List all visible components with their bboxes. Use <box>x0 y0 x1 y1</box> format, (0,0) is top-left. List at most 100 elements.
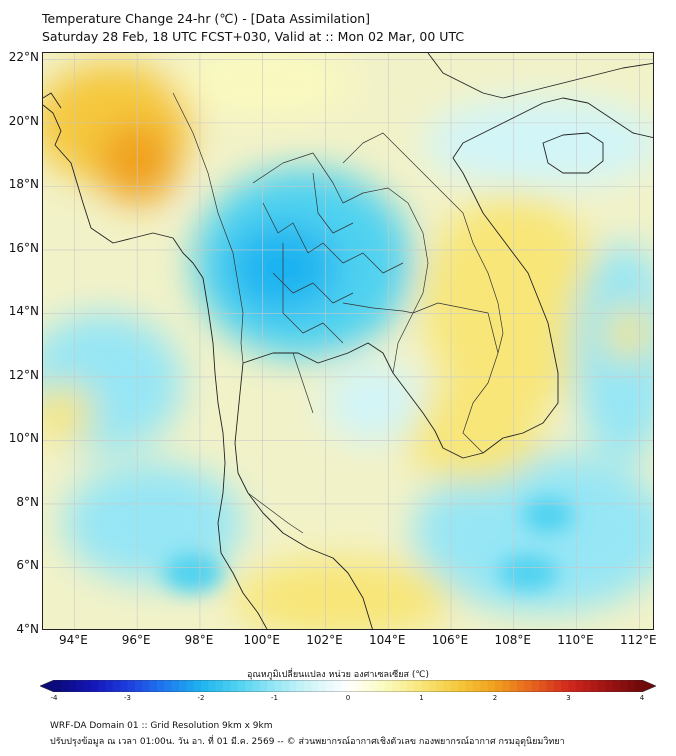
latitude-label: 20°N <box>8 113 39 128</box>
colorbar-segment <box>502 680 511 692</box>
map-title: Temperature Change 24-hr (℃) - [Data Ass… <box>42 11 371 26</box>
colorbar-segment <box>428 680 437 692</box>
colorbar-segment <box>318 680 327 692</box>
colorbar-segment <box>612 680 621 692</box>
colorbar-segment <box>201 680 209 692</box>
colorbar-segment <box>274 680 283 692</box>
colorbar-segment <box>458 680 467 692</box>
colorbar-segment <box>267 680 275 692</box>
colorbar-segment <box>83 680 92 692</box>
colorbar-segment <box>178 680 187 692</box>
colorbar-tick-label: 0 <box>345 694 351 702</box>
longitude-label: 94°E <box>58 633 88 647</box>
warm-region-laos-vietnam <box>423 193 603 413</box>
colorbar-segment <box>568 680 577 692</box>
footer-update-info: ปรับปรุงข้อมูล ณ เวลา 01:00น. วัน อา. ที… <box>50 737 565 747</box>
latitude-label: 12°N <box>8 367 39 382</box>
colorbar-segment <box>237 680 246 692</box>
colorbar-segment <box>223 680 231 692</box>
colorbar-segment <box>164 680 173 692</box>
colorbar-segment <box>392 680 400 692</box>
colorbar-segment <box>303 680 312 692</box>
cool-spot-sea-south <box>498 555 558 591</box>
colorbar-segment <box>465 680 474 692</box>
colorbar-segment <box>487 680 496 692</box>
colorbar-segment <box>539 680 547 692</box>
border-laos-vietnam <box>342 132 504 354</box>
colorbar-segment <box>384 680 393 692</box>
colorbar-segment <box>406 680 415 692</box>
colorbar-min-extend <box>40 680 54 692</box>
colorbar-segment <box>597 680 606 692</box>
colorbar-tick-label: -1 <box>271 694 278 702</box>
border-thai-cambodia <box>342 302 414 374</box>
colorbar-segment <box>370 680 378 692</box>
warm-core-myanmar <box>98 123 178 203</box>
latitude-label: 10°N <box>8 431 39 446</box>
border-provinces-thailand <box>262 172 404 414</box>
warm-region-malaysia <box>233 558 453 629</box>
colorbar-tick-label: 4 <box>639 694 645 702</box>
border-myanmar-thailand <box>172 92 244 364</box>
longitude-label: 98°E <box>184 633 214 647</box>
colorbar-segment <box>311 680 320 692</box>
coastlines <box>43 53 653 629</box>
colorbar-segment <box>517 680 525 692</box>
colorbar-tick-label: -4 <box>50 694 58 702</box>
colorbar-segment <box>399 680 408 692</box>
warm-region-cambodia <box>403 383 543 483</box>
coastline-south-china <box>427 53 653 99</box>
colorbar-title: อุณหภูมิเปลี่ยนแปลง หน่วย องศาเซลเซียส (… <box>246 670 430 680</box>
colorbar-segment <box>590 680 599 692</box>
colorbar-segment <box>142 680 151 692</box>
cool-region-andaman-south <box>63 463 243 583</box>
colorbar-segment <box>546 680 555 692</box>
colorbar-segment <box>524 680 533 692</box>
colorbar-segment <box>259 680 268 692</box>
colorbar-tick-label: 2 <box>492 694 498 702</box>
longitude-label: 106°E <box>431 633 469 647</box>
neutral-region-gulf-thailand <box>323 363 423 443</box>
colorbar-tick-label: -3 <box>124 694 131 702</box>
colorbar-segment <box>480 680 489 692</box>
colorbar-segment <box>421 680 430 692</box>
colorbar-segment <box>605 680 614 692</box>
coastline-hainan <box>542 132 604 174</box>
colorbar-segment <box>583 680 592 692</box>
latitude-label: 14°N <box>8 304 39 319</box>
colorbar-segment <box>495 680 503 692</box>
map-canvas <box>43 53 653 629</box>
colorbar-segment <box>355 680 364 692</box>
colorbar-segment <box>575 680 584 692</box>
border-thailand-laos <box>252 152 429 314</box>
colorbar-segment <box>561 680 569 692</box>
longitude-label: 112°E <box>620 633 657 647</box>
colorbar-segment <box>509 680 518 692</box>
colorbar-segment <box>289 680 298 692</box>
latitude-label: 22°N <box>8 50 39 65</box>
colorbar-segment <box>68 680 77 692</box>
colorbar-segment <box>296 680 305 692</box>
latitude-label: 16°N <box>8 240 39 255</box>
colorbar-segment <box>127 680 136 692</box>
colorbar <box>40 680 656 692</box>
temperature-field <box>43 53 653 629</box>
colorbar-segment <box>627 680 636 692</box>
coastline-bangladesh <box>43 92 62 109</box>
colorbar-segment <box>531 680 540 692</box>
colorbar-segment <box>553 680 562 692</box>
colorbar-max-extend <box>642 680 656 692</box>
colorbar-segment <box>208 680 217 692</box>
borders <box>172 92 504 534</box>
colorbar-segment <box>171 680 180 692</box>
colorbar-tick-label: -2 <box>197 694 205 702</box>
colorbar-segment <box>362 680 371 692</box>
border-malaysia-thailand <box>247 492 304 534</box>
latitude-label: 6°N <box>16 558 39 573</box>
longitude-label: 110°E <box>557 633 594 647</box>
colorbar-segment <box>252 680 261 692</box>
colorbar-segment <box>61 680 70 692</box>
colorbar-segment <box>112 680 121 692</box>
latitude-label: 18°N <box>8 177 39 192</box>
longitude-label: 108°E <box>494 633 532 647</box>
